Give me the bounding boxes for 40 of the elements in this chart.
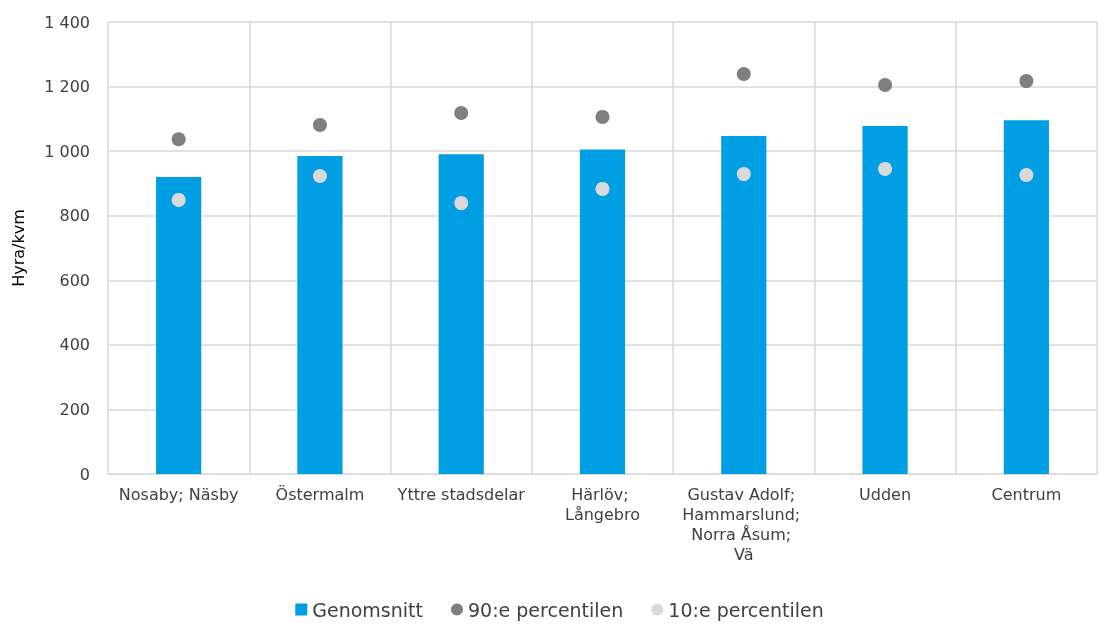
bar	[579, 149, 626, 474]
point	[878, 77, 893, 92]
point	[312, 169, 327, 183]
point	[736, 167, 751, 182]
y-tick-label: 1 000	[44, 141, 90, 161]
y-tick-label: 800	[59, 206, 90, 226]
x-tick-label: Centrum	[991, 484, 1062, 504]
point	[454, 196, 469, 211]
point	[171, 192, 186, 207]
legend-label: Genomsnitt	[312, 598, 423, 621]
x-tick-label: Gustav Adolf; Hammarslund; Norra Åsum; Vä	[682, 484, 806, 564]
point	[878, 161, 893, 176]
point	[595, 109, 610, 124]
y-tick-label: 1 400	[44, 12, 90, 32]
legend-label: 90:e percentilen	[467, 598, 624, 621]
bar	[1003, 120, 1049, 474]
bar	[156, 176, 202, 474]
x-tick-label: Nosaby; Näsby	[118, 484, 239, 504]
point	[1019, 168, 1034, 183]
y-tick-label: 0	[79, 464, 90, 484]
bar	[438, 154, 484, 474]
point	[171, 132, 186, 147]
y-tick-label: 1 200	[44, 77, 90, 97]
point	[1019, 74, 1034, 89]
x-tick-label: Östermalm	[275, 484, 365, 504]
y-axis-title: Hyra/kvm	[8, 209, 28, 287]
bar	[721, 135, 767, 474]
point	[454, 106, 469, 121]
point	[312, 117, 327, 132]
y-tick-label: 600	[59, 270, 90, 290]
x-tick-label: Yttre stadsdelar	[396, 484, 526, 504]
legend-label: 10:e percentilen	[668, 598, 824, 621]
point	[736, 66, 751, 81]
x-tick-label: Udden	[859, 484, 912, 504]
bar	[862, 125, 908, 474]
x-tick-label: Härlöv; Långebro	[564, 484, 641, 524]
bar	[297, 155, 343, 474]
point	[595, 181, 610, 196]
y-tick-label: 400	[59, 335, 90, 355]
y-tick-label: 200	[59, 399, 90, 419]
